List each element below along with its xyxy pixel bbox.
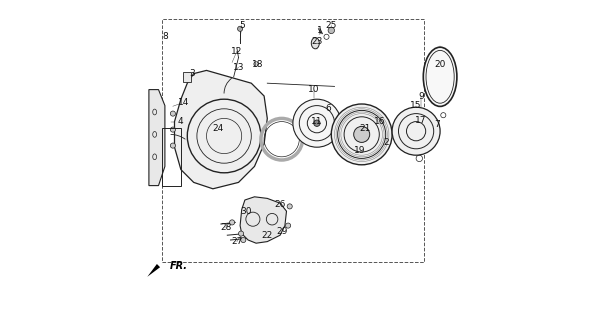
Text: 23: 23	[311, 37, 322, 46]
Text: 29: 29	[276, 228, 287, 236]
Circle shape	[171, 143, 175, 148]
Text: 30: 30	[241, 207, 252, 216]
Circle shape	[354, 126, 370, 142]
Polygon shape	[149, 90, 165, 186]
Text: 18: 18	[252, 60, 263, 68]
Text: 22: 22	[262, 231, 273, 240]
Text: 4: 4	[177, 117, 183, 126]
Text: 2: 2	[383, 138, 388, 147]
Ellipse shape	[424, 47, 457, 106]
Polygon shape	[240, 197, 287, 243]
Circle shape	[229, 220, 235, 225]
Text: 15: 15	[410, 101, 422, 110]
Text: 27: 27	[231, 237, 243, 246]
Circle shape	[328, 27, 335, 34]
Circle shape	[171, 127, 175, 132]
Bar	[162, 19, 424, 262]
Text: 28: 28	[220, 223, 231, 232]
Circle shape	[171, 111, 175, 116]
Polygon shape	[174, 70, 267, 189]
Text: 26: 26	[275, 200, 286, 209]
Text: 3: 3	[189, 69, 195, 78]
Circle shape	[332, 104, 392, 165]
Circle shape	[241, 237, 246, 243]
Text: 10: 10	[308, 85, 319, 94]
Polygon shape	[147, 264, 160, 277]
Text: 1: 1	[317, 26, 323, 35]
Text: 20: 20	[434, 60, 446, 68]
Text: 16: 16	[373, 117, 385, 126]
Circle shape	[293, 99, 341, 147]
Text: 9: 9	[418, 92, 423, 100]
Text: 17: 17	[415, 116, 427, 124]
Circle shape	[392, 107, 440, 155]
Text: 5: 5	[239, 21, 244, 30]
Text: 25: 25	[325, 21, 337, 30]
Text: 13: 13	[233, 63, 244, 72]
Text: 14: 14	[178, 98, 189, 107]
Text: 24: 24	[212, 124, 223, 132]
Text: FR.: FR.	[169, 260, 188, 271]
Text: 6: 6	[325, 104, 331, 113]
Text: 12: 12	[231, 47, 243, 56]
Circle shape	[314, 120, 320, 126]
Text: 11: 11	[311, 117, 322, 126]
Circle shape	[286, 223, 290, 228]
Circle shape	[238, 231, 244, 236]
Bar	[183, 72, 191, 82]
Text: 19: 19	[355, 146, 366, 155]
Text: 8: 8	[162, 32, 168, 41]
Text: 7: 7	[434, 120, 440, 129]
Bar	[162, 128, 181, 186]
Circle shape	[238, 26, 243, 31]
Ellipse shape	[312, 38, 319, 49]
Text: 21: 21	[359, 124, 371, 132]
Circle shape	[287, 204, 292, 209]
